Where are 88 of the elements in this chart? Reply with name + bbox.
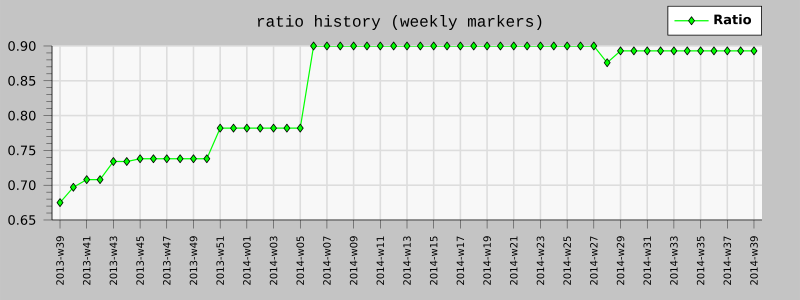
point: [604, 58, 611, 68]
point: [430, 42, 438, 50]
point: [216, 124, 224, 133]
point: [364, 42, 370, 50]
point: [163, 154, 170, 164]
point: [56, 198, 64, 207]
point: [83, 175, 90, 184]
point: [750, 46, 758, 56]
point: [390, 42, 398, 50]
x-tick-label: 2014-w11: [376, 236, 384, 285]
x-tick-label: 2014-w23: [536, 236, 544, 285]
point: [404, 42, 410, 50]
point: [324, 42, 330, 50]
point: [283, 124, 290, 133]
x-tick-label: 2013-w51: [216, 236, 224, 285]
x-tick-label: 2014-w05: [296, 236, 304, 285]
point: [270, 124, 277, 133]
point: [70, 182, 77, 192]
x-tick-label: 2014-w07: [323, 236, 331, 285]
y-tick-label: 0.85: [8, 76, 36, 86]
point: [96, 175, 104, 184]
point: [524, 42, 531, 50]
point: [123, 157, 130, 166]
point: [456, 42, 464, 50]
point: [630, 46, 638, 56]
x-tick-label: 2014-w17: [456, 236, 464, 285]
point: [150, 154, 157, 164]
x-tick-label: 2014-w01: [243, 236, 251, 285]
point: [296, 124, 304, 133]
point: [644, 46, 651, 56]
point: [697, 46, 704, 56]
point: [670, 46, 678, 56]
x-tick-label: 2014-w13: [403, 236, 411, 285]
point: [657, 46, 664, 56]
point: [617, 46, 624, 56]
point: [336, 42, 344, 50]
point: [256, 124, 264, 133]
point: [243, 124, 250, 133]
point: [710, 46, 718, 56]
point: [724, 46, 731, 56]
point: [577, 42, 584, 50]
x-tick-label: 2013-w49: [190, 236, 198, 285]
point: [550, 42, 558, 50]
chart-title: ratio history (weekly markers): [258, 15, 542, 30]
x-tick-label: 2013-w43: [110, 236, 118, 285]
x-tick-label: 2013-w39: [56, 236, 64, 285]
point: [230, 124, 237, 133]
point: [376, 42, 384, 50]
point: [470, 42, 478, 50]
point: [416, 42, 424, 50]
y-tick-label: 0.90: [8, 41, 36, 51]
y-tick-label: 0.65: [8, 215, 36, 225]
point: [136, 154, 144, 164]
x-tick-label: 2014-w29: [616, 236, 624, 285]
point: [203, 154, 210, 164]
point: [484, 42, 490, 50]
x-tick-label: 2014-w19: [483, 236, 491, 285]
x-tick-label: 2014-w33: [670, 236, 678, 285]
x-tick-label: 2014-w35: [696, 236, 704, 285]
point: [350, 42, 358, 50]
x-tick-label: 2014-w15: [430, 236, 438, 285]
x-tick-label: 2014-w31: [643, 236, 652, 285]
point: [590, 42, 598, 50]
x-tick-label: 2014-w25: [563, 236, 571, 285]
point: [537, 42, 544, 50]
point: [176, 154, 184, 164]
point: [510, 42, 518, 50]
point: [190, 154, 197, 164]
point: [684, 46, 691, 56]
x-tick-label: 2013-w47: [162, 236, 171, 285]
y-tick-label: 0.80: [8, 110, 36, 121]
point: [444, 42, 450, 50]
x-tick-label: 2014-w27: [590, 236, 598, 285]
x-tick-label: 2014-w03: [270, 236, 278, 285]
point: [737, 46, 744, 56]
x-tick-label: 2014-w21: [510, 236, 518, 285]
x-tick-label: 2013-w41: [82, 236, 91, 285]
x-tick-label: 2013-w45: [136, 236, 144, 285]
x-tick-label: 2014-w37: [723, 236, 732, 285]
x-tick-label: 2014-w39: [750, 236, 758, 285]
point: [564, 42, 571, 50]
y-tick-label: 0.70: [8, 180, 36, 190]
point: [110, 157, 117, 166]
x-tick-label: 2014-w09: [350, 236, 358, 285]
point: [497, 42, 504, 50]
legend-label: Ratio: [714, 14, 752, 24]
point: [310, 42, 317, 50]
y-tick-label: 0.75: [8, 145, 36, 156]
